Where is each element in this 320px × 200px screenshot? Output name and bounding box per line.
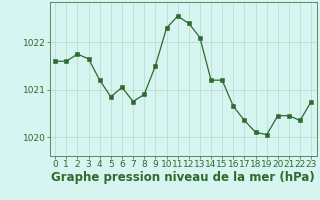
X-axis label: Graphe pression niveau de la mer (hPa): Graphe pression niveau de la mer (hPa) bbox=[51, 171, 315, 184]
